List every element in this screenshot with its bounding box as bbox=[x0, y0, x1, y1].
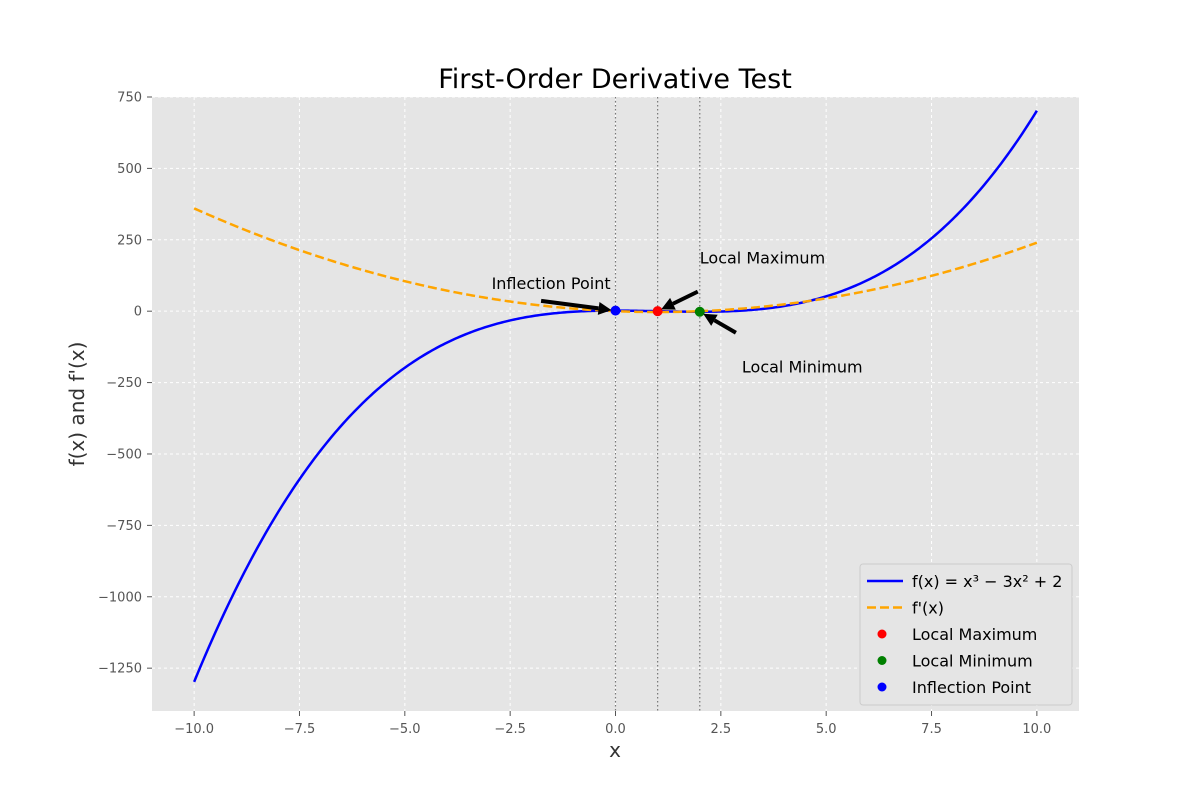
y-tick-label: 0 bbox=[134, 305, 142, 320]
x-tick-label: 10.0 bbox=[1022, 722, 1051, 737]
legend-item-local-maximum: Local Maximum bbox=[877, 625, 1037, 644]
x-tick-label: −10.0 bbox=[174, 722, 214, 737]
x-axis-ticks: −10.0 −7.5 −5.0 −2.5 0.0 2.5 5.0 7.5 10.0 bbox=[174, 711, 1051, 737]
legend-item-f-label: f(x) = x³ − 3x² + 2 bbox=[912, 572, 1062, 591]
x-tick-label: −2.5 bbox=[494, 722, 526, 737]
annotation-inflection-point-arrow-head bbox=[597, 302, 612, 315]
annotation-local-maximum-arrow-head bbox=[661, 297, 676, 310]
annotation-local-maximum-arrow-shaft bbox=[672, 289, 699, 306]
legend-item-local-minimum: Local Minimum bbox=[877, 652, 1033, 671]
x-tick-label: 2.5 bbox=[710, 722, 731, 737]
x-tick-label: 0.0 bbox=[605, 722, 626, 737]
x-tick-label: 5.0 bbox=[816, 722, 837, 737]
legend-box bbox=[859, 563, 1073, 706]
annotation-local-minimum-arrow-head bbox=[703, 313, 718, 326]
x-axis-label: x bbox=[609, 738, 621, 762]
annotation-local-maximum-text: Local Maximum bbox=[700, 249, 825, 268]
legend-item-local-minimum-label: Local Minimum bbox=[912, 652, 1033, 671]
annotation-local-minimum-arrow-shaft bbox=[713, 318, 737, 335]
y-tick-label: 250 bbox=[117, 233, 142, 248]
legend-item-inflection-point: Inflection Point bbox=[877, 678, 1031, 697]
legend-item-inflection-point-swatch bbox=[877, 682, 887, 692]
annotations: Inflection Point Local Maximum Local Minim… bbox=[492, 249, 863, 377]
legend-item-fprime-label: f'(x) bbox=[912, 599, 944, 618]
y-tick-label: −250 bbox=[106, 376, 142, 391]
chart-title: First-Order Derivative Test bbox=[438, 64, 792, 95]
legend-item-local-maximum-label: Local Maximum bbox=[912, 625, 1037, 644]
annotation-inflection-point-arrow-shaft bbox=[540, 298, 599, 311]
legend-item-inflection-point-label: Inflection Point bbox=[912, 678, 1031, 697]
y-tick-label: −1250 bbox=[98, 662, 142, 677]
annotation-inflection-point-group: Inflection Point bbox=[492, 274, 612, 315]
legend-item-fprime: f'(x) bbox=[867, 599, 944, 618]
local-minimum-point bbox=[694, 306, 705, 317]
annotation-local-minimum-group: Local Minimum bbox=[703, 313, 863, 377]
y-axis-label: f(x) and f'(x) bbox=[65, 342, 89, 467]
legend-item-f: f(x) = x³ − 3x² + 2 bbox=[867, 572, 1062, 591]
annotation-local-maximum-group: Local Maximum bbox=[661, 249, 825, 310]
inflection-point-marker bbox=[610, 305, 621, 316]
y-tick-label: 750 bbox=[117, 91, 142, 106]
y-tick-label: 500 bbox=[117, 162, 142, 177]
x-tick-label: −5.0 bbox=[389, 722, 421, 737]
legend: f(x) = x³ − 3x² + 2 f'(x) Local Maximum Loc… bbox=[859, 563, 1073, 706]
x-tick-label: 7.5 bbox=[921, 722, 942, 737]
annotation-local-minimum-text: Local Minimum bbox=[742, 358, 863, 377]
y-tick-label: −750 bbox=[106, 519, 142, 534]
annotation-inflection-point-text: Inflection Point bbox=[492, 274, 611, 293]
legend-item-local-minimum-swatch bbox=[877, 656, 887, 665]
y-tick-label: −500 bbox=[106, 447, 142, 462]
critical-points bbox=[610, 305, 705, 317]
y-axis-ticks: 750 500 250 0 −250 −500 −750 −1000 −1250 bbox=[98, 91, 152, 677]
x-tick-label: −7.5 bbox=[284, 722, 316, 737]
local-maximum-point bbox=[652, 306, 663, 317]
y-tick-label: −1000 bbox=[98, 590, 142, 605]
legend-item-local-maximum-swatch bbox=[877, 629, 887, 639]
